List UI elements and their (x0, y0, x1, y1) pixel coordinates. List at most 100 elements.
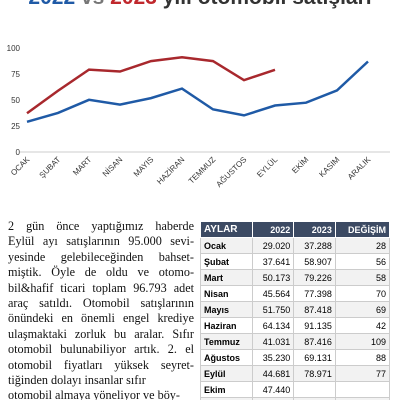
table-cell: 78.971 (293, 365, 336, 382)
table-cell: 87.416 (293, 333, 336, 350)
title-part: vs (75, 0, 110, 9)
table-cell: 44.681 (252, 365, 295, 382)
sales-table: AYLAR 2022 2023 DEĞİŞİM Ocak 29.020 37.288 28 Şu… (200, 221, 391, 400)
x-tick-label: ŞUBAT (38, 155, 63, 180)
table-cell (335, 381, 391, 398)
x-tick-label: NİSAN (101, 155, 125, 179)
table-cell: 91.135 (293, 317, 336, 334)
table-cell: Haziran (200, 317, 253, 334)
table-cell: 28 (335, 237, 391, 254)
text-line: otomobil fiyatları yüksek seyret- (8, 357, 194, 372)
table-cell (293, 381, 336, 398)
table-cell: Temmuz (200, 333, 253, 350)
text-line: bil&hafif ticari toplam 96.793 adet (8, 280, 194, 295)
article: 2 gün önce yaptığımız haberde Eylül ayı s… (8, 219, 194, 400)
x-tick-label: EYLÜL (255, 155, 280, 180)
table-cell: Mayıs (200, 301, 253, 318)
x-tick-label: AĞUSTOS (214, 155, 248, 189)
table-row: Haziran 64.134 91.135 42 (200, 317, 391, 334)
header-cell: AYLAR (200, 221, 253, 238)
text-line: ulaşmaktaki zorluk bu aralar. Sıfır (8, 326, 194, 341)
table-row: Şubat 37.641 58.907 56 (200, 253, 391, 270)
table-cell: Eylül (200, 365, 253, 382)
table-cell: 79.226 (293, 269, 336, 286)
text-line: otomobil bulunabiliyor artık. 2. el (8, 342, 194, 357)
y-tick-label: 75 (11, 70, 20, 79)
header-cell: DEĞİŞİM (334, 221, 391, 238)
table-cell: 58.907 (293, 253, 336, 270)
series-line (26, 55, 276, 115)
table-cell (335, 397, 391, 400)
table-cell: 69 (335, 301, 391, 318)
text-line: 2 gün önce yaptığımız haberde (8, 219, 194, 233)
y-tick-label: 100 (7, 44, 21, 53)
title-part: 2022 (28, 0, 75, 9)
table-cell: 59.222 (252, 397, 295, 400)
x-tick-label: HAZİRAN (155, 155, 186, 186)
table-row: Temmuz 41.031 87.416 109 (200, 333, 391, 350)
x-tick-label: EKİM (290, 155, 310, 175)
table-cell: 88 (335, 349, 391, 366)
text-line: tiğinden dolayı insanlar sıfır (8, 373, 146, 388)
x-tick-label: OCAK (9, 155, 32, 178)
table-cell: 77.398 (293, 285, 336, 302)
text-line: otomobil almaya yöneliyor ve böy- (8, 388, 180, 400)
table-cell: 58 (335, 269, 391, 286)
x-tick-label: ARALIK (346, 155, 373, 182)
table-cell (293, 397, 336, 400)
table-cell: 37.641 (252, 253, 295, 270)
text-line: önündeki en önemli engel krediye (8, 311, 194, 326)
table-cell: 87.418 (293, 301, 336, 318)
table-cell: Ocak (200, 237, 253, 254)
table-cell: Ekim (200, 381, 253, 398)
text-line: yesinde gelebileceğinden bahset- (8, 249, 194, 264)
title-part: 2023 (110, 0, 157, 9)
text-line: araç satıldı. Otomobil satışlarının (8, 296, 194, 311)
chart-title: 2022 vs 2023 yılı otomobil satışları (28, 0, 371, 9)
table-row: Eylül 44.681 78.971 77 (200, 365, 391, 382)
table-cell: 64.134 (252, 317, 295, 334)
series-line (26, 60, 369, 124)
table-cell: 42 (335, 317, 391, 334)
chart: 2022 vs 2023 yılı otomobil satışları 0 25… (7, 0, 390, 189)
table-row: Ağustos 35.230 69.131 88 (200, 349, 391, 366)
table-cell: 45.564 (252, 285, 295, 302)
table-cell: 56 (335, 253, 391, 270)
table-cell: Şubat (200, 253, 253, 270)
x-tick-label: MART (71, 155, 93, 177)
table-cell: 35.230 (252, 349, 295, 366)
table-cell: 70 (335, 285, 391, 302)
x-tick-label: TEMMUZ (187, 155, 218, 186)
table-cell: Nisan (200, 285, 253, 302)
x-tick-label: KASIM (317, 155, 341, 179)
table-cell: 109 (335, 333, 391, 350)
table-cell: 41.031 (252, 333, 295, 350)
table-row: Mayıs 51.750 87.418 69 (200, 301, 391, 318)
y-tick-label: 50 (11, 96, 20, 105)
table-cell: 50.173 (252, 269, 295, 286)
header-row: AYLAR 2022 2023 DEĞİŞİM (200, 221, 391, 238)
y-tick-label: 0 (16, 148, 21, 157)
header-cell: 2023 (293, 221, 336, 238)
table-row: Kasım59.222 (200, 397, 391, 400)
x-tick-label: MAYIS (132, 155, 156, 179)
y-tick-label: 25 (11, 122, 20, 131)
table-cell: 37.288 (293, 237, 336, 254)
table-row: Ekim 47.440 (200, 381, 391, 398)
table-row: Mart 50.173 79.226 58 (200, 269, 391, 286)
table-cell: 69.131 (293, 349, 336, 366)
header-cell: 2022 (251, 221, 295, 238)
table-cell: 77 (335, 365, 391, 382)
table-cell: 47.440 (252, 381, 295, 398)
table-cell: Mart (200, 269, 253, 286)
table-cell: Ağustos (200, 349, 253, 366)
table-row: Ocak 29.020 37.288 28 (200, 237, 391, 254)
table-cell: 51.750 (252, 301, 295, 318)
text-line: Eylül ayı satışlarının 95.000 sevi- (8, 234, 194, 249)
title-part: yılı otomobil satışları (157, 0, 372, 9)
table-row: Nisan 45.564 77.398 70 (200, 285, 391, 302)
text-line: miştik. Öyle de oldu ve otomo- (8, 265, 194, 280)
table-cell: 29.020 (252, 237, 295, 254)
table-cell: Kasım (200, 397, 253, 400)
